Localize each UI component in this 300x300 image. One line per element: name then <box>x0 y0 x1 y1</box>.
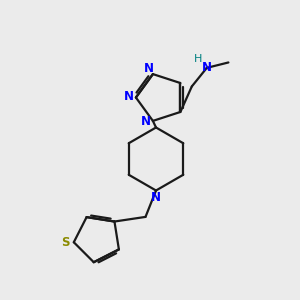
Text: N: N <box>144 62 154 75</box>
Text: N: N <box>123 89 134 103</box>
Text: S: S <box>61 236 70 249</box>
Text: N: N <box>151 190 161 204</box>
Text: H: H <box>194 55 202 64</box>
Text: N: N <box>202 61 212 74</box>
Text: N: N <box>141 115 151 128</box>
